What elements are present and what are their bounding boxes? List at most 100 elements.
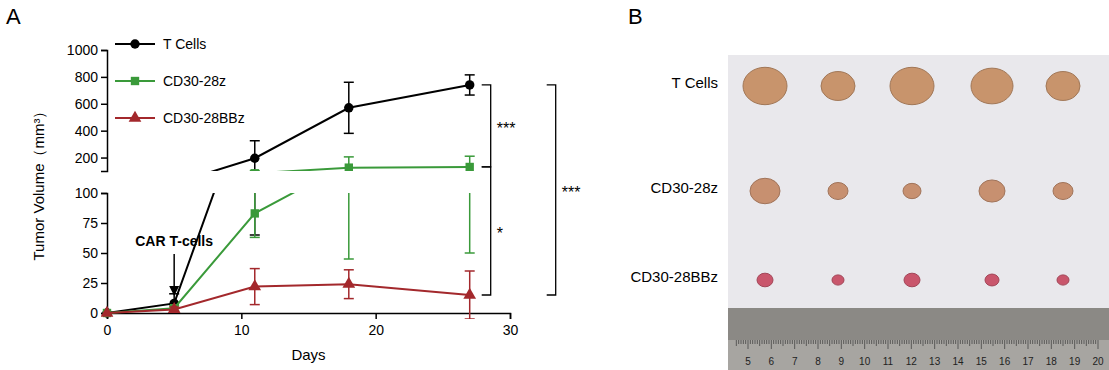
error-bar-cap (344, 133, 354, 135)
ruler-label: 11 (883, 356, 894, 367)
y-tick: 100 (75, 185, 107, 201)
ruler-tick (1095, 340, 1096, 344)
legend-label: CD30-28BBz (163, 110, 245, 126)
ruler-tick (1084, 340, 1085, 344)
ruler-tick (1007, 340, 1008, 344)
ruler-tick (759, 340, 760, 346)
ruler-tick (911, 340, 912, 349)
y-tick-label: 0 (90, 305, 98, 321)
ruler-tick (1035, 340, 1036, 344)
ruler-tick (990, 340, 991, 344)
data-point (248, 279, 261, 290)
ruler-tick (932, 340, 933, 344)
tumor (979, 180, 1005, 202)
tumor (1053, 183, 1073, 200)
ruler-label: 19 (1069, 356, 1081, 367)
significance-bracket (547, 85, 556, 295)
annotation-arrow (173, 254, 175, 288)
ruler-tick (923, 340, 924, 346)
y-tick: 200 (75, 150, 107, 166)
ruler-tick (750, 340, 751, 344)
ruler-tick (1091, 340, 1092, 344)
error-bar-cap (250, 237, 260, 239)
x-tick-label: 0 (104, 322, 112, 338)
ruler-tick (958, 340, 959, 349)
data-point (344, 103, 353, 112)
ruler-label: 12 (906, 356, 918, 367)
error-bar-cap (344, 258, 354, 260)
panel-label: A (6, 4, 21, 29)
error-bar-cap (465, 270, 475, 272)
legend-entry: CD30-28BBz (115, 110, 245, 126)
y-tick-label: 200 (75, 150, 99, 166)
ruler-tick (1056, 340, 1057, 344)
y-axis-lower: 0255075100 (75, 185, 108, 321)
ruler-tick (1079, 340, 1080, 344)
y-tick: 1000 (67, 42, 107, 58)
ruler-tick (855, 340, 856, 344)
ruler (728, 308, 1109, 370)
data-point (466, 163, 474, 171)
y-tick-mark (101, 253, 107, 255)
x-tick-label: 20 (368, 322, 384, 338)
y-tick-mark (101, 223, 107, 225)
y-tick-label: 600 (75, 96, 99, 112)
ruler-tick (979, 340, 980, 344)
ruler-tick (1009, 340, 1010, 344)
y-tick-label: 400 (75, 123, 99, 139)
ruler-tick (785, 340, 786, 344)
annotation-label: CAR T-cells (135, 233, 213, 249)
ruler-tick (1042, 340, 1043, 344)
y-tick-mark (101, 77, 107, 79)
legend-label: T Cells (163, 36, 206, 52)
ruler-tick (741, 340, 742, 344)
ruler-tick (811, 340, 812, 344)
error-bar-cap (344, 269, 354, 271)
y-tick-mark (101, 157, 107, 159)
data-point (251, 209, 259, 217)
ruler-label: 17 (1022, 356, 1034, 367)
ruler-tick (1049, 340, 1050, 344)
ruler-tick (1018, 340, 1019, 344)
error-bar-stem (469, 193, 471, 253)
ruler-tick (867, 340, 868, 344)
ruler-label: 10 (859, 356, 871, 367)
annotation-arrowhead (169, 286, 179, 296)
ruler-tick (993, 340, 994, 346)
error-bar (250, 141, 260, 171)
ruler-tick (883, 340, 884, 344)
ruler-tick (895, 340, 896, 344)
ruler-tick (916, 340, 917, 344)
error-bar-cap (465, 94, 475, 96)
ruler-label: 13 (929, 356, 941, 367)
ruler-tick (806, 340, 807, 346)
panel-label: B (628, 4, 643, 29)
ruler-tick (1028, 340, 1029, 349)
ruler-tick (1053, 340, 1054, 344)
error-bar-cap (344, 298, 354, 300)
y-tick-label: 100 (75, 185, 99, 201)
ruler-tick (801, 340, 802, 344)
ruler-tick (962, 340, 963, 344)
ruler-tick (771, 340, 772, 349)
ruler-tick (981, 340, 982, 349)
ruler-tick (1060, 340, 1061, 344)
y-tick-mark (101, 193, 107, 195)
y-tick-mark (101, 104, 107, 106)
y-axis-upper: 2004006008001000 (67, 42, 108, 172)
ruler-tick (1030, 340, 1031, 344)
ruler-tick (745, 340, 746, 344)
ruler-tick (1074, 340, 1075, 349)
tumor (743, 67, 787, 104)
tumor (904, 273, 920, 287)
ruler-label: 6 (769, 356, 775, 367)
data-point (465, 80, 474, 89)
ruler-tick (909, 340, 910, 344)
ruler-tick (792, 340, 793, 344)
row-label: T Cells (672, 74, 718, 91)
ruler-tick (899, 340, 900, 346)
ruler-tick (890, 340, 891, 344)
ruler-tick (839, 340, 840, 344)
y-tick-mark (101, 50, 107, 52)
ruler-tick (1044, 340, 1045, 344)
